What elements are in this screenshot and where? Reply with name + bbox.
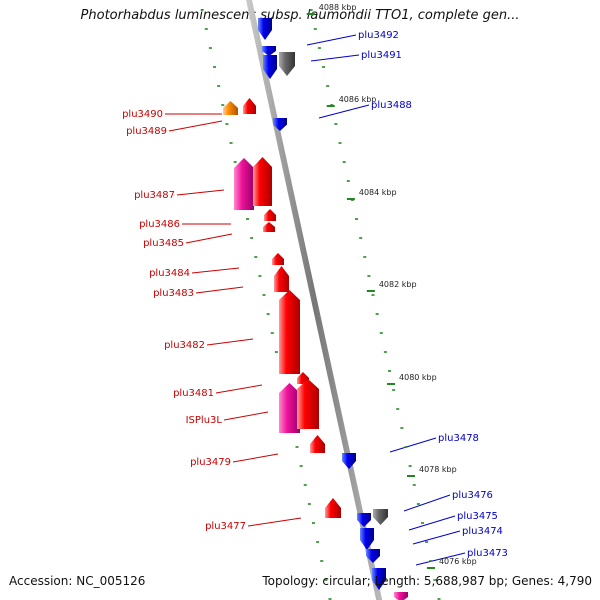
gene-label-right: plu3474 xyxy=(462,526,503,537)
gene-label-left: ISPlu3L xyxy=(186,415,223,426)
accession-text: Accession: NC_005126 xyxy=(9,574,146,588)
gene-ISPlu3L-b xyxy=(297,379,319,429)
gene-plu3492 xyxy=(258,18,272,40)
gene-plu3482 xyxy=(279,290,300,374)
gene-label-left: plu3482 xyxy=(164,340,205,351)
gene-ISPlu3L xyxy=(279,383,300,433)
leader-line xyxy=(191,267,240,274)
gene-label-left: plu3477 xyxy=(205,521,246,532)
leader-line xyxy=(306,34,357,46)
gene-plu3476 xyxy=(357,513,371,527)
leader-line xyxy=(389,437,437,453)
scale-kbp-label: 4082 kbp xyxy=(379,280,417,289)
gene-plu3474 xyxy=(360,528,374,550)
gene-label-left: plu3481 xyxy=(173,388,214,399)
leader-line xyxy=(408,515,456,531)
gene-label-right: plu3478 xyxy=(438,433,479,444)
gene-plu3489 xyxy=(243,98,256,114)
gene-plu3479 xyxy=(310,435,325,453)
leader-line xyxy=(185,233,233,244)
leader-line xyxy=(195,286,244,294)
scale-kbp-label: 4088 kbp xyxy=(319,3,357,12)
leader-line xyxy=(403,494,451,512)
leader-line xyxy=(412,530,461,545)
gene-label-right: plu3492 xyxy=(358,30,399,41)
gene-plu3473 xyxy=(366,549,380,563)
gene-plu3486 xyxy=(264,209,276,221)
gene-label-left: plu3483 xyxy=(153,288,194,299)
gene-arrow xyxy=(263,55,277,79)
leader-line xyxy=(206,338,254,346)
gene-plu3491 xyxy=(279,52,295,76)
leader-line xyxy=(215,384,263,394)
gene-plu3487 xyxy=(234,158,254,210)
gene-label-left: plu3486 xyxy=(139,219,180,230)
gene-arrow-small xyxy=(262,46,276,56)
leader-line xyxy=(247,517,302,527)
gene-plu3484 xyxy=(272,253,284,265)
genome-title: Photorhabdus luminescens subsp. laumondi… xyxy=(80,8,520,23)
leader-line xyxy=(223,411,269,421)
gene-plu3475 xyxy=(373,509,388,525)
scale-kbp-label: 4078 kbp xyxy=(419,465,457,474)
leader-line xyxy=(168,120,223,132)
gene-label-right: plu3476 xyxy=(452,490,493,501)
gene-label-left: plu3479 xyxy=(190,457,231,468)
scale-kbp-label: 4076 kbp xyxy=(439,557,477,566)
gene-plu3488 xyxy=(273,118,287,131)
gene-plu3485 xyxy=(263,222,275,232)
gene-plu3483 xyxy=(274,266,289,292)
gene-label-right: plu3473 xyxy=(467,548,508,559)
gene-plu3477 xyxy=(325,498,341,518)
leader-line xyxy=(318,104,370,119)
scale-kbp-label: 4084 kbp xyxy=(359,188,397,197)
gene-plu3487b xyxy=(253,157,272,206)
gene-label-right: plu3488 xyxy=(371,100,412,111)
genome-backbone xyxy=(245,0,383,600)
leader-line xyxy=(415,552,466,566)
leader-line xyxy=(310,54,360,62)
gene-label-left: plu3490 xyxy=(122,109,163,120)
gene-plu3478 xyxy=(342,453,356,469)
gene-label-left: plu3489 xyxy=(126,126,167,137)
leader-line xyxy=(232,453,279,463)
leader-line xyxy=(176,189,225,196)
scale-kbp-label: 4086 kbp xyxy=(339,95,377,104)
gene-label-left: plu3487 xyxy=(134,190,175,201)
gene-arrow-bottom xyxy=(372,568,386,590)
gene-plu3490 xyxy=(223,101,238,115)
scale-kbp-label: 4080 kbp xyxy=(399,373,437,382)
gene-label-left: plu3485 xyxy=(143,238,184,249)
genome-summary-text: Topology: circular; Length: 5,688,987 bp… xyxy=(262,574,592,588)
gene-label-right: plu3475 xyxy=(457,511,498,522)
gene-label-left: plu3484 xyxy=(149,268,190,279)
gene-label-right: plu3491 xyxy=(361,50,402,61)
gene-arrow-edge xyxy=(394,592,408,600)
